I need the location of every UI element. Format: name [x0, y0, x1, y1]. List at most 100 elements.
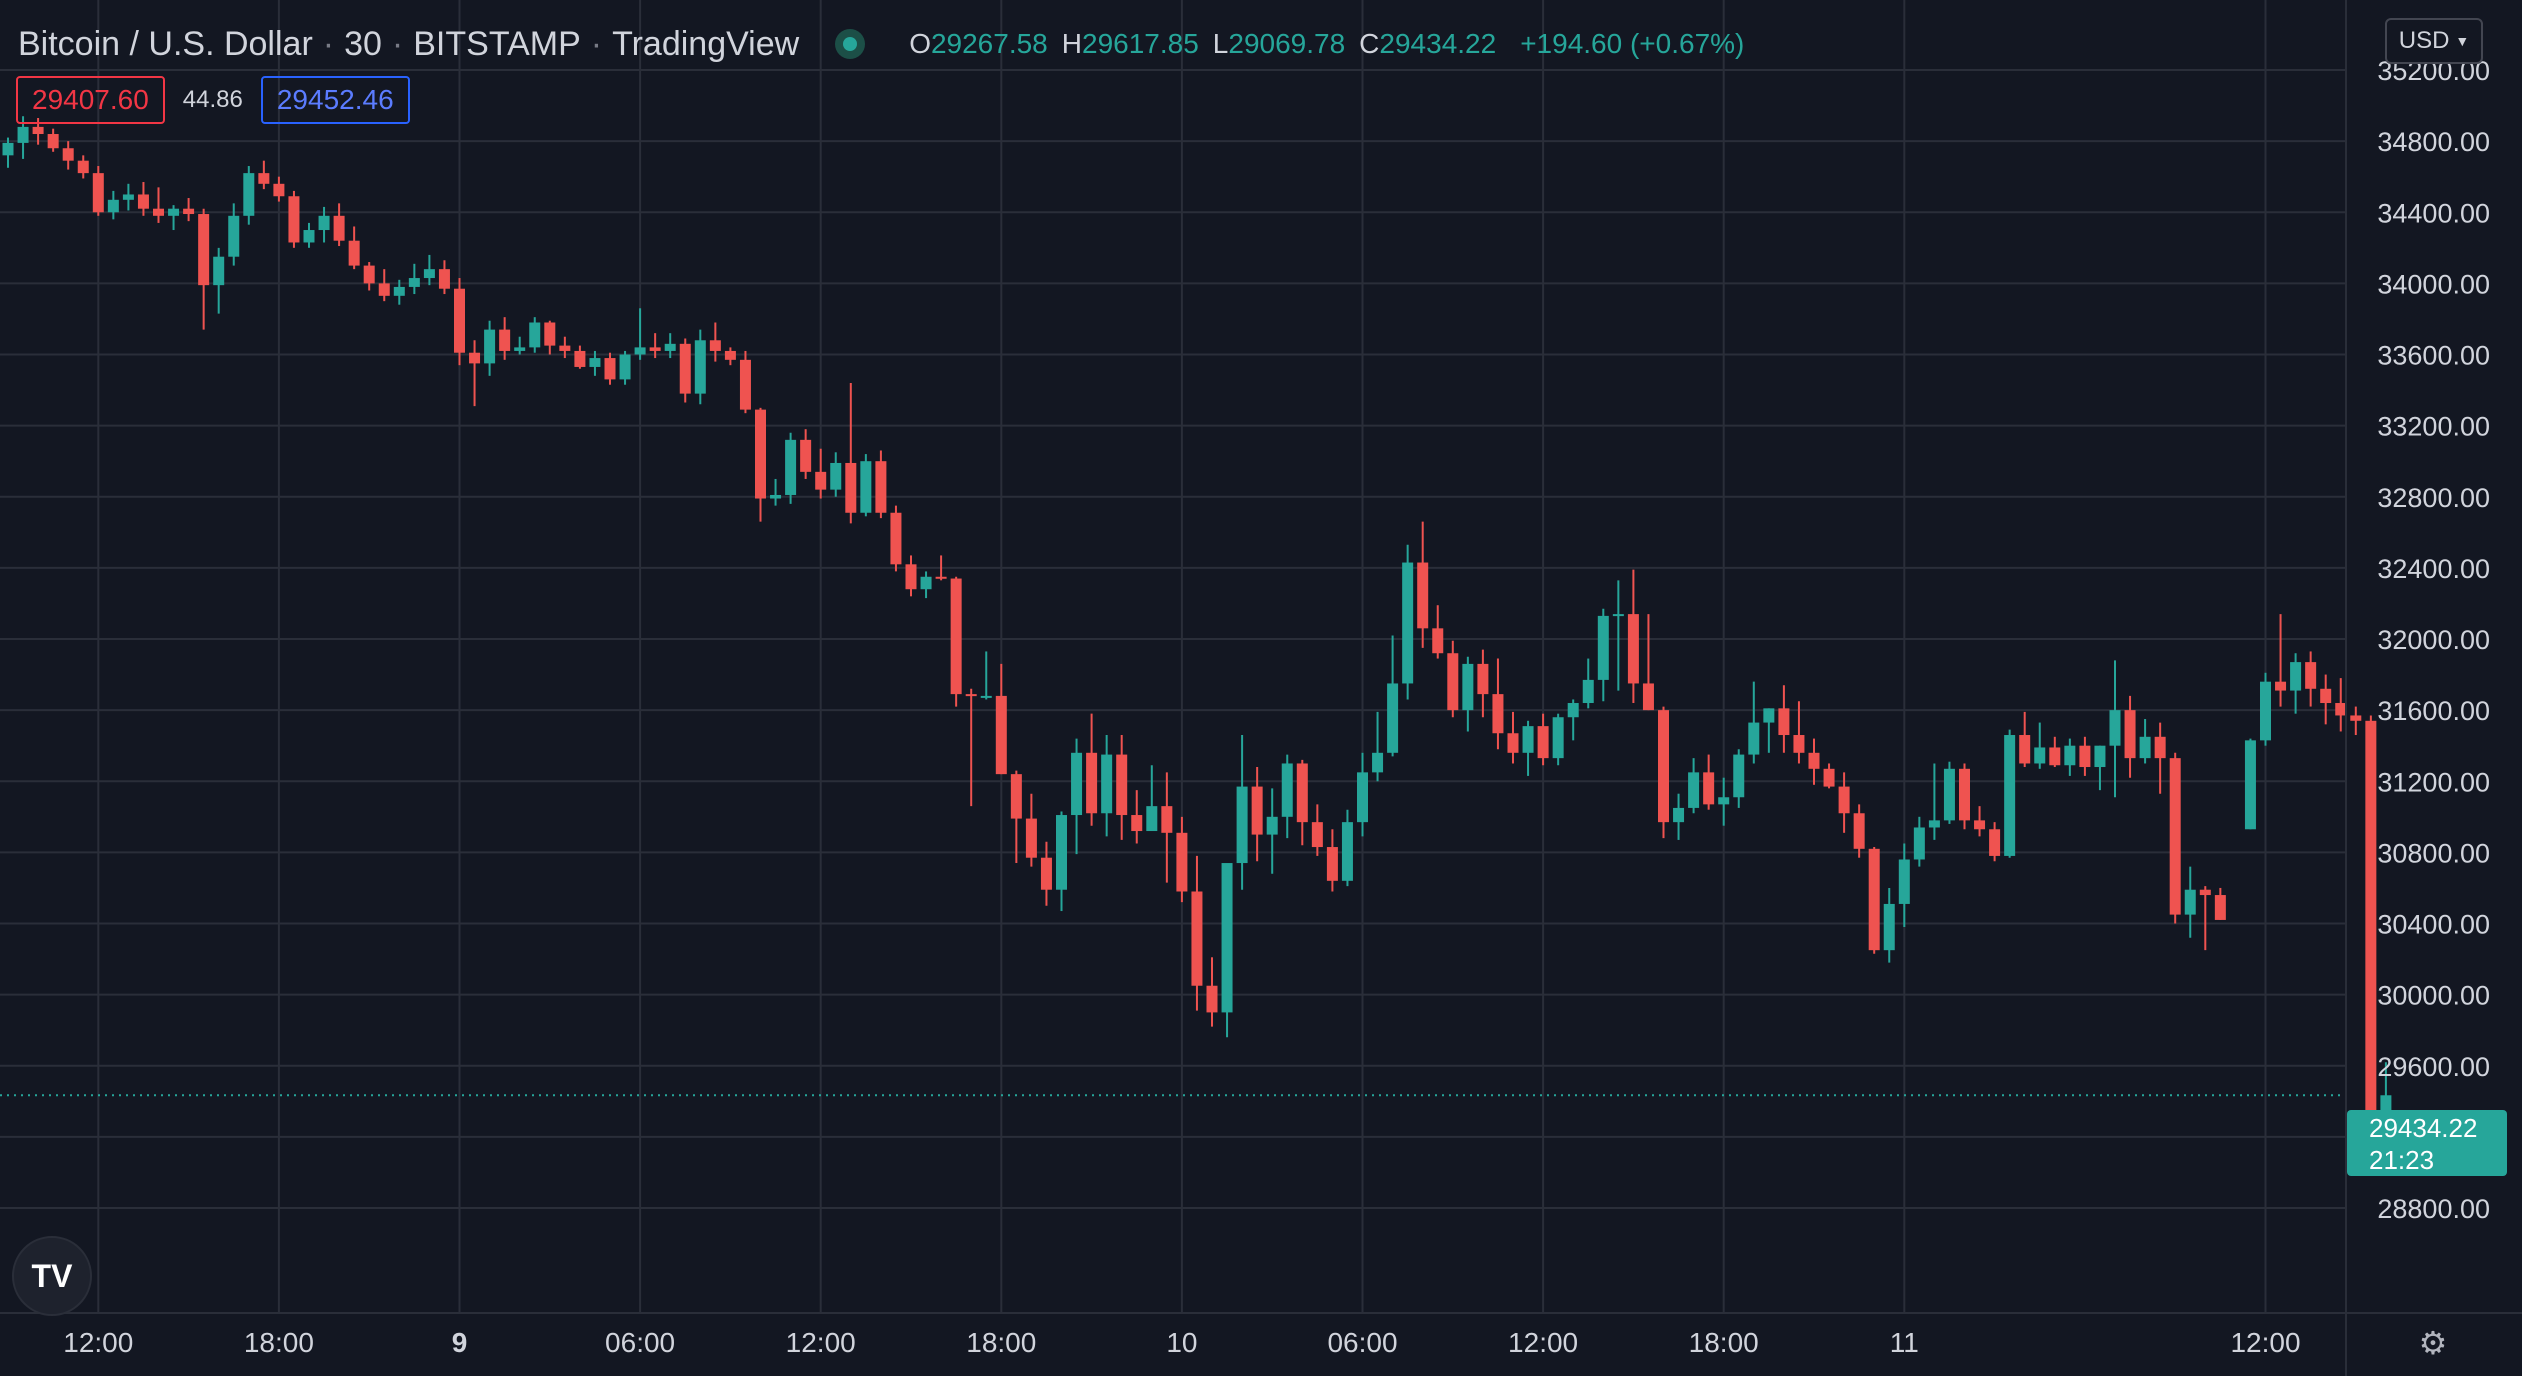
candle-body[interactable] [1296, 763, 1308, 823]
candle-body[interactable] [1101, 754, 1113, 814]
candle-body[interactable] [1913, 827, 1925, 860]
candle-body[interactable] [1447, 653, 1459, 711]
candle-body[interactable] [950, 578, 962, 695]
candle-body[interactable] [62, 148, 74, 161]
candle-body[interactable] [2260, 681, 2271, 741]
candle-body[interactable] [1477, 663, 1489, 695]
candle-body[interactable] [1537, 726, 1549, 759]
candle-body[interactable] [1612, 614, 1624, 617]
candle-body[interactable] [1417, 562, 1429, 629]
candle-body[interactable] [905, 564, 917, 590]
candle-body[interactable] [2154, 736, 2166, 759]
candle-body[interactable] [1989, 829, 2001, 856]
candle-body[interactable] [1642, 683, 1654, 711]
candle-body[interactable] [333, 215, 345, 241]
candle-body[interactable] [1808, 752, 1820, 769]
candle-body[interactable] [228, 215, 240, 257]
candle-body[interactable] [634, 347, 646, 355]
candle-body[interactable] [1868, 848, 1880, 951]
candle-body[interactable] [2064, 745, 2076, 766]
candle-body[interactable] [1387, 683, 1399, 753]
candle-body[interactable] [1823, 768, 1835, 787]
candle-body[interactable] [559, 345, 571, 351]
candle-body[interactable] [845, 462, 857, 513]
candle-body[interactable] [499, 329, 511, 351]
candle-body[interactable] [2365, 720, 2377, 1121]
candle-body[interactable] [17, 126, 29, 143]
candle-body[interactable] [800, 439, 812, 472]
candle-body[interactable] [1959, 768, 1970, 821]
candle-body[interactable] [664, 343, 676, 351]
candle-body[interactable] [709, 340, 721, 351]
candle-body[interactable] [755, 409, 766, 499]
candle-body[interactable] [649, 347, 661, 351]
candle-body[interactable] [1236, 786, 1248, 864]
candle-body[interactable] [1311, 822, 1323, 848]
candle-body[interactable] [2124, 710, 2136, 759]
candle-body[interactable] [1116, 754, 1128, 816]
candle-body[interactable] [168, 208, 180, 216]
candle-body[interactable] [213, 256, 225, 286]
candle-body[interactable] [544, 322, 556, 346]
candle-body[interactable] [1974, 820, 1986, 830]
candle-body[interactable] [785, 439, 797, 495]
market-status-icon[interactable] [835, 29, 866, 59]
candle-body[interactable] [965, 694, 977, 697]
candle-body[interactable] [529, 322, 541, 348]
candle-body[interactable] [1341, 822, 1353, 881]
candle-body[interactable] [484, 329, 496, 364]
tradingview-logo-icon[interactable]: TV [12, 1236, 92, 1316]
candle-body[interactable] [830, 462, 842, 490]
candle-body[interactable] [1326, 847, 1338, 881]
candle-body[interactable] [1838, 786, 1850, 814]
candle-body[interactable] [1402, 562, 1414, 684]
candle-body[interactable] [724, 350, 736, 360]
candle-body[interactable] [694, 340, 706, 394]
candle-body[interactable] [303, 230, 315, 243]
candle-body[interactable] [2034, 747, 2046, 764]
candle-body[interactable] [2, 142, 14, 156]
candle-body[interactable] [1432, 628, 1444, 654]
candle-body[interactable] [1462, 663, 1474, 711]
candle-body[interactable] [273, 183, 285, 197]
candle-body[interactable] [2214, 895, 2226, 920]
candle-body[interactable] [1040, 857, 1052, 890]
candle-body[interactable] [1567, 703, 1579, 718]
candle-body[interactable] [1176, 832, 1188, 892]
candle-body[interactable] [2169, 758, 2181, 915]
candle-body[interactable] [454, 288, 465, 353]
candle-body[interactable] [920, 576, 932, 590]
candle-body[interactable] [2019, 735, 2031, 764]
candle-body[interactable] [1507, 733, 1519, 753]
candle-body[interactable] [1898, 859, 1910, 904]
buy-price-button[interactable]: 29452.46 [260, 76, 410, 124]
candle-body[interactable] [1733, 754, 1745, 798]
candle-body[interactable] [183, 208, 195, 215]
candle-body[interactable] [2350, 715, 2362, 721]
candle-body[interactable] [2320, 688, 2332, 704]
candle-body[interactable] [514, 347, 526, 351]
candle-body[interactable] [2184, 889, 2196, 915]
candle-body[interactable] [1010, 774, 1022, 819]
candle-body[interactable] [1793, 735, 1805, 753]
candle-body[interactable] [258, 173, 270, 184]
candle-body[interactable] [92, 173, 104, 213]
candle-body[interactable] [1703, 772, 1715, 805]
candle-body[interactable] [1161, 806, 1173, 833]
candle-body[interactable] [438, 269, 450, 289]
candle-body[interactable] [1131, 815, 1143, 832]
candle-body[interactable] [589, 358, 601, 367]
candle-body[interactable] [679, 343, 691, 394]
candle-body[interactable] [2079, 745, 2091, 768]
candle-body[interactable] [2275, 681, 2287, 691]
candle-body[interactable] [739, 359, 751, 410]
candle-body[interactable] [1251, 786, 1263, 835]
candle-body[interactable] [1492, 694, 1504, 734]
candle-body[interactable] [1763, 708, 1775, 723]
candle-body[interactable] [1552, 717, 1564, 759]
candle-body[interactable] [1928, 820, 1940, 828]
candle-body[interactable] [408, 278, 420, 287]
candle-body[interactable] [1221, 863, 1233, 1013]
candle-body[interactable] [860, 461, 872, 513]
candle-body[interactable] [875, 461, 887, 513]
